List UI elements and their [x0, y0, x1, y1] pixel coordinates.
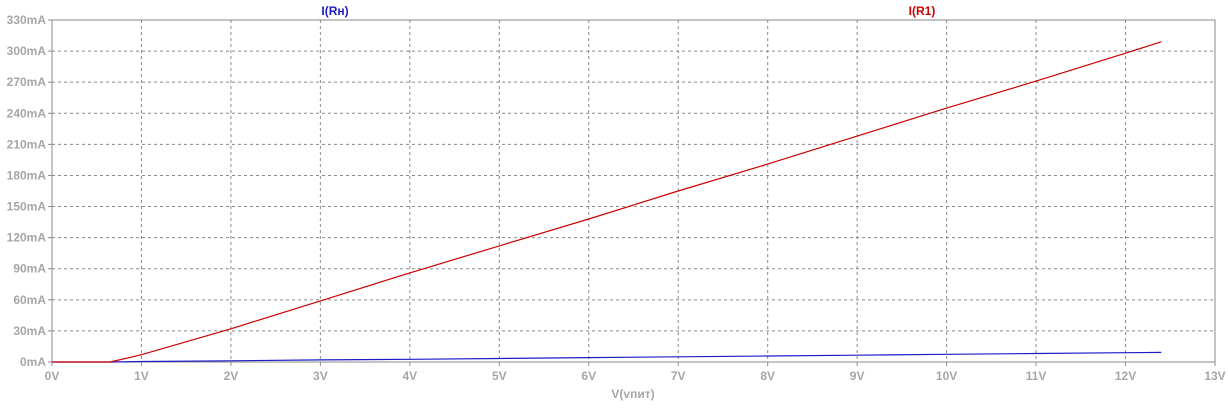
x-tick-label: 2V	[224, 369, 239, 383]
x-tick-label: 8V	[760, 369, 775, 383]
series-layer	[52, 41, 1162, 363]
x-tick-label: 3V	[313, 369, 328, 383]
x-tick-label: 10V	[936, 369, 957, 383]
x-tick-label: 1V	[134, 369, 149, 383]
plot-frame	[51, 19, 1216, 363]
x-tick-label: 4V	[403, 369, 418, 383]
series-line	[52, 351, 1162, 363]
y-tick-label: 90mA	[13, 262, 46, 276]
x-tick-label: 9V	[850, 369, 865, 383]
grid	[52, 20, 1215, 362]
y-tick-label: 0mA	[20, 355, 46, 369]
y-tick-label: 300mA	[7, 44, 47, 58]
y-tick-label: 60mA	[13, 293, 46, 307]
trace-legend[interactable]: I(Rн) I(R1)	[321, 4, 935, 18]
y-tick-label: 240mA	[7, 106, 47, 120]
y-tick-label: 210mA	[7, 137, 47, 151]
x-tick-label: 13V	[1204, 369, 1225, 383]
y-tick-label: 270mA	[7, 75, 47, 89]
y-axis-ticks: 0mA 30mA 60mA 90mA 120mA 150mA 180mA 210mA 240mA…	[7, 13, 52, 369]
x-axis-label: V(vпит)	[611, 387, 654, 401]
x-tick-label: 6V	[581, 369, 596, 383]
x-tick-label: 7V	[671, 369, 686, 383]
y-tick-label: 120mA	[7, 231, 47, 245]
x-tick-label: 11V	[1026, 369, 1047, 383]
legend-entry[interactable]: I(R1)	[909, 4, 936, 18]
x-axis-ticks: 0V 1V 2V 3V 4V 5V 6V 7V 8V 9V 10V 11V 12V 13V	[45, 362, 1226, 383]
y-tick-label: 180mA	[7, 168, 47, 182]
y-tick-label: 150mA	[7, 200, 47, 214]
y-tick-label: 30mA	[13, 324, 46, 338]
x-tick-label: 5V	[492, 369, 507, 383]
legend-entry[interactable]: I(Rн)	[321, 4, 348, 18]
y-tick-label: 330mA	[7, 13, 47, 27]
x-tick-label: 12V	[1115, 369, 1136, 383]
series-line	[52, 41, 1162, 363]
x-tick-label: 0V	[45, 369, 60, 383]
